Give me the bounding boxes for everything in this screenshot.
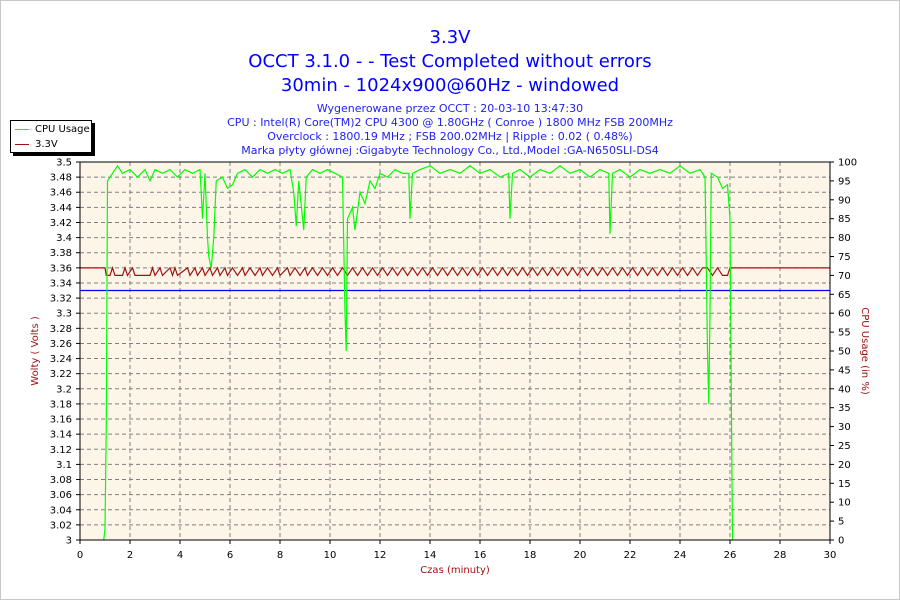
y2-tick-label: 20 xyxy=(838,460,851,471)
y2-tick-label: 10 xyxy=(838,498,851,509)
x-tick-label: 8 xyxy=(277,550,283,561)
y-tick-label: 3 xyxy=(66,536,72,547)
x-tick-label: 18 xyxy=(524,550,537,561)
chart-titles: 3.3V OCCT 3.1.0 - - Test Completed witho… xyxy=(0,26,900,98)
y2-tick-label: 75 xyxy=(838,252,851,263)
legend-swatch-cpu xyxy=(15,128,29,130)
x-tick-label: 28 xyxy=(774,550,787,561)
series-line-cpu-usage xyxy=(103,164,734,541)
y-tick-label: 3.24 xyxy=(50,354,72,365)
y2-tick-label: 80 xyxy=(838,233,851,244)
y2-tick-label: 45 xyxy=(838,365,851,376)
legend-item-volt: 3.3V xyxy=(11,137,91,151)
plot-area xyxy=(80,162,830,540)
x-axis-label: Czas (minuty) xyxy=(420,565,490,576)
legend: CPU Usage 3.3V xyxy=(10,120,92,153)
y2-tick-label: 50 xyxy=(838,347,851,358)
y2-tick-label: 25 xyxy=(838,441,851,452)
y-tick-label: 3.3 xyxy=(56,309,72,320)
y-tick-label: 3.26 xyxy=(50,339,72,350)
y-tick-label: 3.28 xyxy=(50,324,72,335)
plot-border xyxy=(79,161,831,541)
y-tick-label: 3.22 xyxy=(50,369,72,380)
y-axis-label: Wolty ( Volts ) xyxy=(30,316,41,386)
y-tick-label: 3.06 xyxy=(50,490,72,501)
info-generated: Wygenerowane przez OCCT : 20-03-10 13:47… xyxy=(316,102,584,115)
y-tick-label: 3.46 xyxy=(50,188,72,199)
legend-label-cpu: CPU Usage xyxy=(35,123,90,135)
y-tick-label: 3.16 xyxy=(50,415,72,426)
legend-item-cpu: CPU Usage xyxy=(11,122,91,136)
legend-swatch-volt xyxy=(15,143,29,145)
y-tick-label: 3.34 xyxy=(50,278,72,289)
y-tick-label: 3.5 xyxy=(56,158,72,169)
x-tick-label: 16 xyxy=(474,550,487,561)
y-tick-label: 3.18 xyxy=(50,399,72,410)
y-tick-label: 3.02 xyxy=(50,520,72,531)
info-overclock: Overclock : 1800.19 MHz ; FSB 200.02MHz … xyxy=(267,130,633,143)
y-tick-label: 3.2 xyxy=(56,384,72,395)
y-tick-label: 3.48 xyxy=(50,173,72,184)
y2-tick-label: 55 xyxy=(838,328,851,339)
x-tick-label: 14 xyxy=(424,550,437,561)
chart-subtitle-2: 30min - 1024x900@60Hz - windowed xyxy=(280,75,620,96)
y2-tick-label: 90 xyxy=(838,195,851,206)
system-info: Wygenerowane przez OCCT : 20-03-10 13:47… xyxy=(0,102,900,158)
x-tick-label: 10 xyxy=(324,550,337,561)
y2-tick-label: 5 xyxy=(838,517,844,528)
chart-subtitle-1: OCCT 3.1.0 - - Test Completed without er… xyxy=(248,51,652,72)
y-tick-label: 3.1 xyxy=(56,460,72,471)
x-tick-label: 30 xyxy=(824,550,837,561)
y-tick-label: 3.14 xyxy=(50,430,72,441)
chart-title: 3.3V xyxy=(429,27,471,48)
y-tick-label: 3.32 xyxy=(50,294,72,305)
y-tick-label: 3.04 xyxy=(50,505,72,516)
y2-tick-label: 30 xyxy=(838,422,851,433)
y-tick-label: 3.12 xyxy=(50,445,72,456)
x-tick-label: 2 xyxy=(127,550,133,561)
x-tick-label: 12 xyxy=(374,550,387,561)
info-motherboard: Marka płyty głównej :Gigabyte Technology… xyxy=(241,144,659,157)
y2-tick-label: 95 xyxy=(838,176,851,187)
x-tick-label: 6 xyxy=(227,550,233,561)
x-tick-label: 26 xyxy=(724,550,737,561)
legend-label-volt: 3.3V xyxy=(35,138,58,150)
x-tick-label: 22 xyxy=(624,550,637,561)
series-line-3-3v xyxy=(80,265,830,278)
y-tick-label: 3.36 xyxy=(50,263,72,274)
y2-tick-label: 35 xyxy=(838,403,851,414)
y2-axis-label: CPU Usage (in %) xyxy=(859,307,870,395)
y2-tick-label: 60 xyxy=(838,309,851,320)
y-tick-label: 3.38 xyxy=(50,248,72,259)
x-tick-label: 20 xyxy=(574,550,587,561)
y2-tick-label: 85 xyxy=(838,214,851,225)
y2-tick-label: 65 xyxy=(838,290,851,301)
x-tick-label: 0 xyxy=(77,550,83,561)
y-tick-label: 3.42 xyxy=(50,218,72,229)
y2-tick-label: 40 xyxy=(838,384,851,395)
y-tick-label: 3.4 xyxy=(56,233,72,244)
y2-tick-label: 100 xyxy=(838,158,857,169)
y-tick-label: 3.44 xyxy=(50,203,72,214)
x-tick-label: 24 xyxy=(674,550,687,561)
info-cpu: CPU : Intel(R) Core(TM)2 CPU 4300 @ 1.80… xyxy=(227,116,673,129)
y-tick-label: 3.08 xyxy=(50,475,72,486)
y2-tick-label: 70 xyxy=(838,271,851,282)
y2-tick-label: 15 xyxy=(838,479,851,490)
x-tick-label: 4 xyxy=(177,550,183,561)
y2-tick-label: 0 xyxy=(838,536,844,547)
